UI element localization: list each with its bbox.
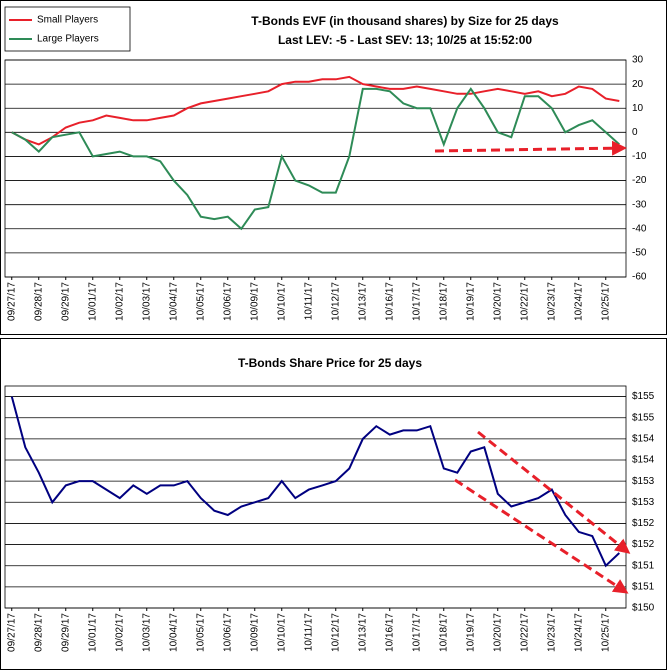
y-tick-label: $155	[632, 412, 655, 423]
x-tick-label: 10/11/17	[303, 282, 314, 321]
x-tick-label: 10/11/17	[303, 613, 314, 652]
trend-arrow	[434, 140, 627, 156]
x-tick-label: 09/29/17	[60, 613, 71, 652]
y-tick-label: -30	[632, 199, 647, 210]
y-tick-label: 20	[632, 79, 644, 90]
y-tick-label: -40	[632, 223, 647, 234]
chart-subtitle: Last LEV: -5 - Last SEV: 13; 10/25 at 15…	[278, 33, 532, 47]
x-tick-label: 10/20/17	[492, 613, 503, 652]
x-tick-label: 10/09/17	[249, 613, 260, 652]
chart-title: T-Bonds EVF (in thousand shares) by Size…	[251, 14, 559, 28]
x-tick-label: 10/02/17	[114, 613, 125, 652]
x-tick-label: 10/01/17	[87, 613, 98, 652]
x-tick-label: 10/22/17	[519, 613, 530, 652]
x-tick-label: 10/04/17	[168, 613, 179, 652]
legend-label: Large Players	[37, 34, 99, 45]
x-tick-label: 10/04/17	[168, 282, 179, 321]
plot-area	[4, 385, 627, 609]
legend-box	[4, 6, 131, 52]
series-line	[10, 396, 620, 568]
x-tick-label: 10/03/17	[141, 282, 152, 321]
y-tick-label: $154	[632, 433, 655, 444]
x-tick-label: 10/02/17	[114, 282, 125, 321]
series-line	[11, 75, 620, 146]
y-tick-label: -60	[632, 272, 647, 283]
x-tick-label: 09/28/17	[33, 282, 44, 321]
x-tick-label: 10/24/17	[573, 613, 584, 652]
x-tick-label: 10/01/17	[87, 282, 98, 321]
price-chart: T-Bonds Share Price for 25 days $150 $151 $…	[4, 356, 655, 652]
x-tick-label: 10/19/17	[465, 613, 476, 652]
x-tick-label: 09/28/17	[33, 613, 44, 652]
y-tick-label: $152	[632, 539, 655, 550]
y-tick-label: 30	[632, 55, 644, 66]
y-tick-label: $151	[632, 560, 655, 571]
x-tick-label: 10/09/17	[249, 282, 260, 321]
chart-title: T-Bonds Share Price for 25 days	[238, 356, 422, 370]
evf-chart: T-Bonds EVF (in thousand shares) by Size…	[4, 6, 647, 321]
x-tick-label: 10/10/17	[276, 613, 287, 652]
trend-arrow	[477, 430, 631, 554]
y-tick-label: $152	[632, 518, 655, 529]
x-tick-label: 10/12/17	[330, 613, 341, 652]
x-tick-label: 10/13/17	[357, 282, 368, 321]
x-tick-label: 10/06/17	[222, 613, 233, 652]
x-tick-label: 10/17/17	[411, 282, 422, 321]
x-tick-label: 10/13/17	[357, 613, 368, 652]
y-tick-label: 0	[632, 127, 638, 138]
x-tick-label: 10/22/17	[519, 282, 530, 321]
trend-arrow	[454, 478, 629, 594]
x-tick-label: 09/27/17	[6, 613, 17, 652]
x-tick-label: 10/17/17	[411, 613, 422, 652]
y-tick-label: $154	[632, 455, 655, 466]
x-tick-label: 10/12/17	[330, 282, 341, 321]
series-line	[11, 87, 620, 231]
x-tick-label: 10/10/17	[276, 282, 287, 321]
y-tick-label: $153	[632, 476, 655, 487]
y-tick-label: -10	[632, 151, 647, 162]
y-tick-label: -20	[632, 175, 647, 186]
x-tick-label: 10/23/17	[546, 613, 557, 652]
x-tick-label: 10/05/17	[195, 613, 206, 652]
x-tick-label: 10/19/17	[465, 282, 476, 321]
y-tick-label: $150	[632, 603, 655, 614]
y-tick-label: $151	[632, 581, 655, 592]
x-tick-label: 10/06/17	[222, 282, 233, 321]
x-tick-label: 09/29/17	[60, 282, 71, 321]
x-tick-label: 10/16/17	[384, 613, 395, 652]
y-tick-label: $155	[632, 391, 655, 402]
x-tick-label: 10/25/17	[600, 282, 611, 321]
x-tick-label: 10/16/17	[384, 282, 395, 321]
x-tick-label: 10/03/17	[141, 613, 152, 652]
x-tick-label: 10/23/17	[546, 282, 557, 321]
x-tick-label: 10/18/17	[438, 282, 449, 321]
x-tick-label: 10/20/17	[492, 282, 503, 321]
y-tick-label: -50	[632, 248, 647, 259]
legend-label: Small Players	[37, 15, 98, 26]
x-tick-label: 10/24/17	[573, 282, 584, 321]
x-tick-label: 10/05/17	[195, 282, 206, 321]
x-tick-label: 10/18/17	[438, 613, 449, 652]
y-tick-label: $153	[632, 497, 655, 508]
x-tick-label: 10/25/17	[600, 613, 611, 652]
y-tick-label: 10	[632, 103, 644, 114]
x-tick-label: 09/27/17	[6, 282, 17, 321]
